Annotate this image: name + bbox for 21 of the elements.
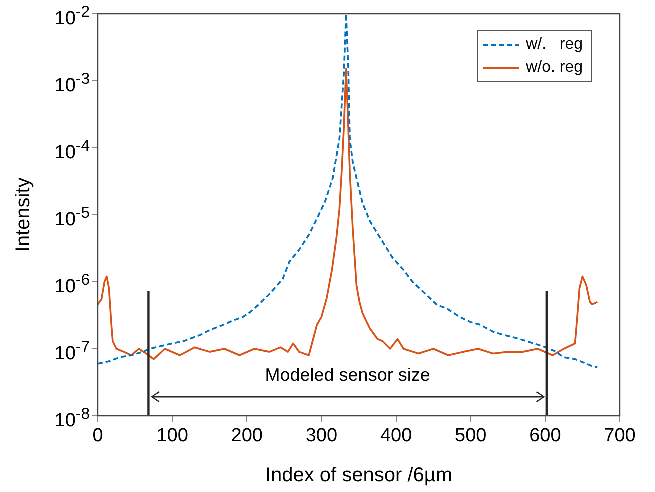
x-axis-title: Index of sensor /6µm <box>265 464 453 487</box>
y-tick-label: 10$^{-6}$ <box>54 271 90 300</box>
y-tick-label: 10$^{-3}$ <box>54 70 90 98</box>
x-tick-label: 700 <box>604 426 636 447</box>
annotation: Modeled sensor size <box>264 365 432 386</box>
y-axis-title: Intensity <box>12 178 35 252</box>
x-tick-label: 400 <box>380 426 412 447</box>
y-tick-label: 10$^{-7}$ <box>54 338 90 366</box>
x-tick-label: 200 <box>231 426 263 447</box>
line-series <box>98 14 599 368</box>
legend-label: w/. reg <box>526 36 583 54</box>
x-tick-label: 0 <box>92 426 104 447</box>
y-tick-label: 10$^{-5}$ <box>54 204 90 232</box>
x-tick-label: 500 <box>455 426 487 447</box>
x-tick-label: 600 <box>530 426 562 447</box>
y-tick-label: 10$^{-4}$ <box>54 137 90 166</box>
y-tick-label: 10$^{-2}$ <box>54 3 90 32</box>
x-tick-label: 300 <box>306 426 338 447</box>
x-tick-label: 100 <box>156 426 188 447</box>
legend-label: w/o. reg <box>526 58 583 76</box>
y-tick-label: 10$^{-8}$ <box>54 405 90 434</box>
